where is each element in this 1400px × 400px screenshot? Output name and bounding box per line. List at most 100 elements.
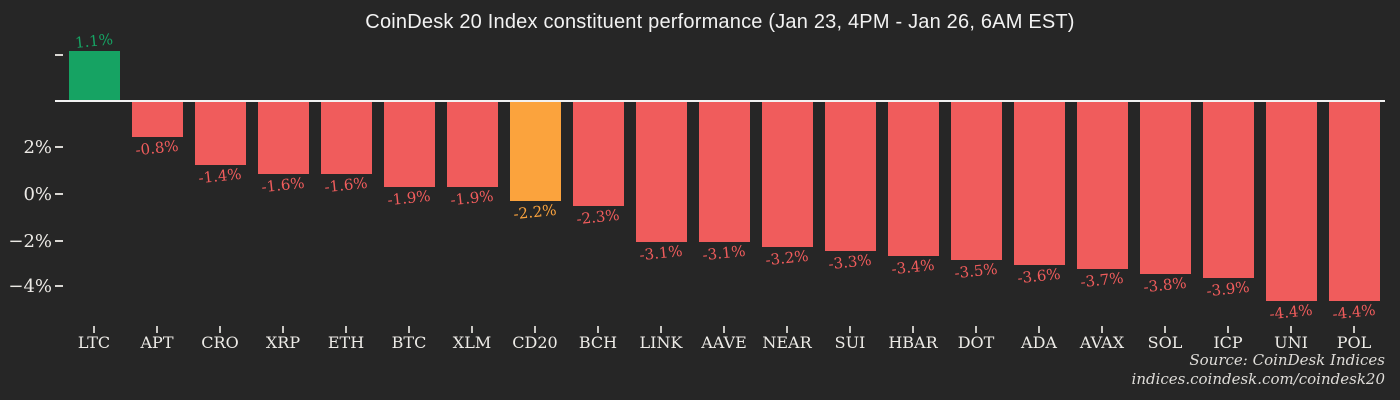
x-axis-label-pol: POL [1336, 333, 1372, 352]
x-axis-tick-mark [93, 326, 95, 333]
x-axis-label-xlm: XLM [452, 333, 492, 352]
bar-sol [1139, 101, 1191, 274]
value-label-near: -3.2% [764, 246, 810, 269]
x-axis-label-cd20: CD20 [512, 333, 558, 352]
x-axis-tick-mark [786, 326, 788, 333]
bar-link [635, 101, 687, 243]
chart-title: CoinDesk 20 Index constituent performanc… [365, 11, 1075, 33]
value-label-sui: -3.3% [827, 250, 873, 274]
x-axis-tick-mark [849, 326, 851, 333]
x-axis-tick-mark [219, 326, 221, 333]
bar-icp [1202, 101, 1254, 279]
x-axis-tick-mark [534, 326, 536, 333]
x-axis-label-btc: BTC [391, 333, 427, 352]
bar-near [761, 101, 813, 247]
source-attribution: Source: CoinDesk Indices indices.coindes… [1132, 351, 1385, 389]
y-axis-tick-2pct: 2% [23, 136, 63, 158]
bar-dot [950, 101, 1002, 261]
bar-ltc [68, 50, 120, 101]
y-axis-tick-−4pct: −4% [8, 275, 63, 297]
value-label-link: -3.1% [638, 241, 684, 265]
x-axis-tick-mark [408, 326, 410, 333]
source-line: Source: CoinDesk Indices [1189, 351, 1385, 369]
y-axis-tick-mark [55, 146, 63, 148]
bar-ada [1013, 101, 1065, 265]
x-axis-label-xrp: XRP [265, 333, 301, 352]
x-axis-tick-mark [1227, 326, 1229, 333]
x-axis-tick-mark [597, 326, 599, 333]
x-axis-tick-mark [723, 326, 725, 333]
x-axis-tick-mark [282, 326, 284, 333]
bar-apt [131, 101, 183, 138]
x-axis-label-eth: ETH [327, 333, 365, 352]
x-axis-label-cro: CRO [201, 333, 239, 352]
x-axis-label-ltc: LTC [77, 333, 111, 352]
value-label-dot: -3.5% [953, 260, 999, 283]
value-label-uni: -4.4% [1268, 300, 1314, 324]
zero-baseline [55, 100, 1385, 102]
y-axis-tick-label: 2% [23, 136, 52, 158]
y-axis-tick-label: −2% [8, 230, 52, 252]
x-axis-label-sui: SUI [834, 333, 866, 352]
y-axis-tick-0pct: 0% [23, 183, 63, 205]
value-label-eth: -1.6% [323, 173, 369, 197]
bar-eth [320, 101, 372, 174]
value-label-aave: -3.1% [701, 241, 747, 265]
value-label-cro: -1.4% [197, 164, 243, 187]
bar-uni [1265, 101, 1317, 302]
x-axis-tick-mark [1164, 326, 1166, 333]
x-axis-tick-mark [660, 326, 662, 333]
x-axis-label-uni: UNI [1274, 333, 1308, 352]
value-label-avax: -3.7% [1079, 269, 1125, 292]
y-axis-tick-mark [55, 193, 63, 195]
y-axis-tick-unlabeled [55, 44, 63, 66]
y-axis-tick-label: −4% [8, 275, 52, 297]
bar-xlm [446, 101, 498, 188]
y-axis-tick-mark [55, 285, 63, 287]
value-label-bch: -2.3% [575, 205, 621, 228]
x-axis-label-link: LINK [639, 333, 683, 352]
x-axis-tick-mark [912, 326, 914, 333]
bar-hbar [887, 101, 939, 256]
value-label-sol: -3.8% [1142, 273, 1188, 297]
bar-sui [824, 101, 876, 252]
bar-avax [1076, 101, 1128, 270]
y-axis-tick-mark [55, 240, 63, 242]
x-axis-label-aave: AAVE [701, 333, 747, 352]
y-axis-tick-−2pct: −2% [8, 230, 63, 252]
value-label-cd20: -2.2% [512, 200, 558, 224]
value-label-pol: -4.4% [1331, 300, 1377, 324]
x-axis-tick-mark [1353, 326, 1355, 333]
bar-btc [383, 101, 435, 188]
x-axis-label-sol: SOL [1147, 333, 1183, 352]
value-label-xlm: -1.9% [449, 187, 495, 210]
value-label-ada: -3.6% [1016, 264, 1062, 288]
value-label-apt: -0.8% [134, 137, 180, 160]
x-axis-label-apt: APT [140, 333, 174, 352]
bar-xrp [257, 101, 309, 174]
bar-pol [1328, 101, 1380, 302]
x-axis-label-near: NEAR [762, 333, 812, 352]
x-axis-label-dot: DOT [957, 333, 995, 352]
x-axis-label-icp: ICP [1213, 333, 1243, 352]
value-label-icp: -3.9% [1205, 278, 1251, 301]
x-axis-label-hbar: HBAR [888, 333, 938, 352]
x-axis-tick-mark [1290, 326, 1292, 333]
x-axis-tick-mark [471, 326, 473, 333]
value-label-btc: -1.9% [386, 187, 432, 210]
bar-cro [194, 101, 246, 165]
x-axis-label-bch: BCH [578, 333, 618, 352]
y-axis-tick-mark [55, 54, 63, 56]
source-url: indices.coindesk.com/coindesk20 [1131, 370, 1385, 388]
x-axis-tick-mark [975, 326, 977, 333]
bar-bch [572, 101, 624, 206]
x-axis-label-ada: ADA [1021, 333, 1057, 352]
x-axis-tick-mark [1038, 326, 1040, 333]
bar-aave [698, 101, 750, 243]
x-axis-tick-mark [156, 326, 158, 333]
y-axis-tick-label: 0% [23, 183, 52, 205]
value-label-hbar: -3.4% [890, 255, 936, 278]
x-axis-tick-mark [1101, 326, 1103, 333]
value-label-xrp: -1.6% [260, 173, 306, 197]
